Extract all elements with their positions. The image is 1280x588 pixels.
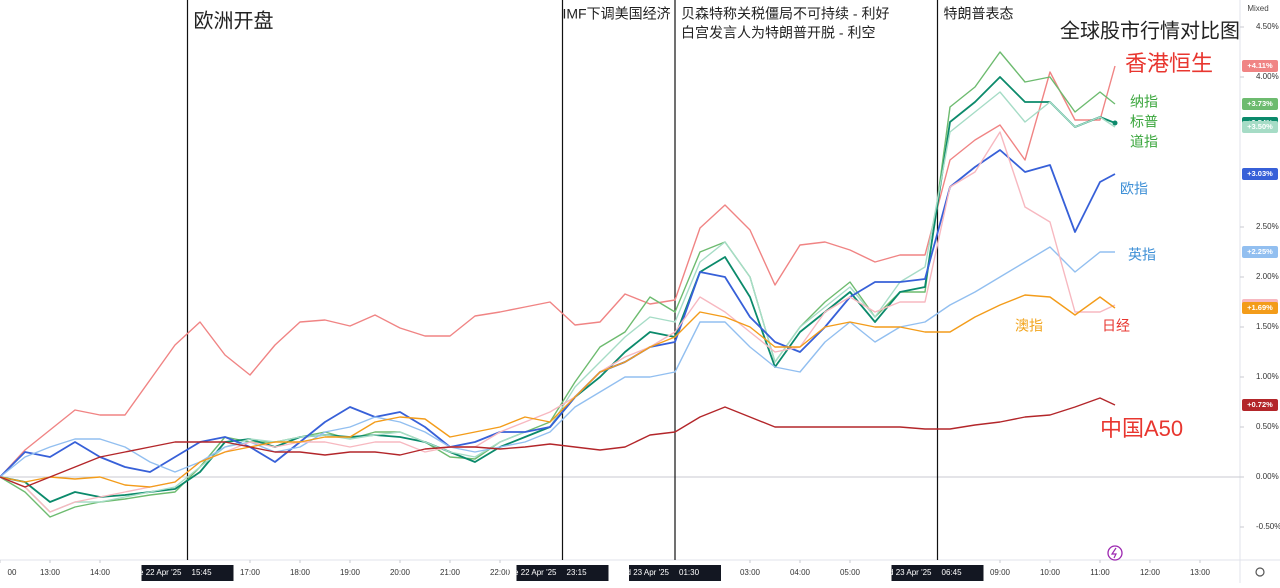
price-tag-label: +3.50% — [1247, 122, 1273, 131]
price-tag-label: +2.25% — [1247, 247, 1273, 256]
y-tick-label: 1.00% — [1256, 372, 1279, 381]
event-date: Wed 23 Apr '25 — [615, 568, 670, 577]
series-name: 英指 — [1128, 247, 1156, 263]
event-time-label: Tue 22 Apr '25 23:15 — [505, 565, 609, 581]
price-tag-label: +4.11% — [1247, 61, 1273, 70]
series-name: 标普 — [1130, 114, 1158, 130]
event-annotation: 贝森特称关税僵局不可持续 - 利好 — [681, 6, 889, 22]
series-line — [0, 246, 1115, 478]
y-tick-label: 0.50% — [1256, 422, 1279, 431]
y-tick-label: 4.00% — [1256, 72, 1279, 81]
x-tick-label: 12:00 — [1140, 568, 1161, 577]
event-time-label: Tue 22 Apr '25 15:45 — [130, 565, 234, 581]
event-time: 15:45 — [192, 568, 213, 577]
x-tick-label: 17:00 — [240, 568, 261, 577]
series-name: 香港恒生 — [1125, 51, 1213, 76]
alert-icon[interactable] — [1107, 545, 1123, 561]
event-annotation: 特朗普表态 — [944, 6, 1014, 22]
event-time: 06:45 — [942, 568, 963, 577]
x-tick-label: 18:00 — [290, 568, 311, 577]
y-tick-label: -0.50% — [1256, 522, 1280, 531]
event-time-bg — [891, 565, 984, 581]
event-date: Tue 22 Apr '25 — [505, 568, 557, 577]
event-time-bg — [141, 565, 234, 581]
x-tick-label: 13:00 — [40, 568, 61, 577]
event-date: Tue 22 Apr '25 — [130, 568, 182, 577]
x-tick-label: 04:00 — [790, 568, 811, 577]
series-end-dot — [1112, 120, 1118, 126]
price-tag — [1242, 98, 1278, 110]
y-tick-label: 0.00% — [1256, 472, 1279, 481]
event-time-bg — [629, 565, 721, 581]
chart-title: 全球股市行情对比图 — [1060, 19, 1240, 42]
price-tag-label: +1.69% — [1247, 303, 1273, 312]
series-line — [0, 149, 1116, 478]
event-annotation: 白宫发言人为特朗普开脱 - 利空 — [681, 25, 875, 41]
x-tick-label: 10:00 — [1040, 568, 1061, 577]
x-tick-label: 20:00 — [390, 568, 411, 577]
series-name: 澳指 — [1015, 318, 1043, 334]
x-tick-label: 21:00 — [440, 568, 461, 577]
price-tag — [1242, 168, 1278, 180]
event-time: 23:15 — [567, 568, 588, 577]
series-name: 纳指 — [1130, 94, 1158, 110]
price-tag — [1242, 302, 1278, 314]
series-line — [0, 294, 1116, 488]
y-tick-label: 1.50% — [1256, 322, 1279, 331]
price-tag — [1242, 60, 1278, 72]
price-tag-label: +3.73% — [1247, 99, 1273, 108]
event-time-bg — [516, 565, 609, 581]
x-tick-label: 00 — [8, 568, 17, 577]
series-name: 道指 — [1130, 134, 1158, 150]
price-tag — [1242, 246, 1278, 258]
price-tag — [1242, 121, 1278, 133]
event-time: 01:30 — [679, 568, 700, 577]
x-tick-label: 11:00 — [1090, 568, 1110, 577]
x-tick-label: 22:00 — [490, 568, 511, 577]
x-tick-label: 09:00 — [990, 568, 1011, 577]
y-tick-label: 2.50% — [1256, 222, 1279, 231]
settings-icon[interactable] — [1255, 567, 1265, 577]
y-tick-label: 4.50% — [1256, 22, 1279, 31]
price-tag — [1242, 399, 1278, 411]
alert-bolt — [1110, 547, 1117, 559]
x-tick-label: 19:00 — [340, 568, 361, 577]
event-annotation: 欧洲开盘 — [194, 9, 274, 32]
scale-mode[interactable]: Mixed — [1247, 4, 1268, 13]
price-tag-label: +0.72% — [1247, 400, 1273, 409]
series-name: 欧指 — [1120, 181, 1148, 197]
event-time-label: Wed 23 Apr '25 01:30 — [615, 565, 721, 581]
series-line — [0, 397, 1116, 488]
x-tick-label: 14:00 — [90, 568, 111, 577]
series-name: 日经 — [1102, 318, 1130, 334]
x-tick-label: 03:00 — [740, 568, 761, 577]
event-time-label: Wed 23 Apr '25 06:45 — [877, 565, 984, 581]
series-name: 中国A50 — [1100, 416, 1183, 441]
x-tick-label: 13:00 — [1190, 568, 1211, 577]
series-line — [0, 91, 1116, 513]
price-tag-label: +3.03% — [1247, 169, 1273, 178]
x-tick-label: 05:00 — [840, 568, 861, 577]
y-tick-label: 2.00% — [1256, 272, 1279, 281]
event-annotation: IMF下调美国经济 — [563, 6, 671, 22]
event-date: Wed 23 Apr '25 — [877, 568, 932, 577]
